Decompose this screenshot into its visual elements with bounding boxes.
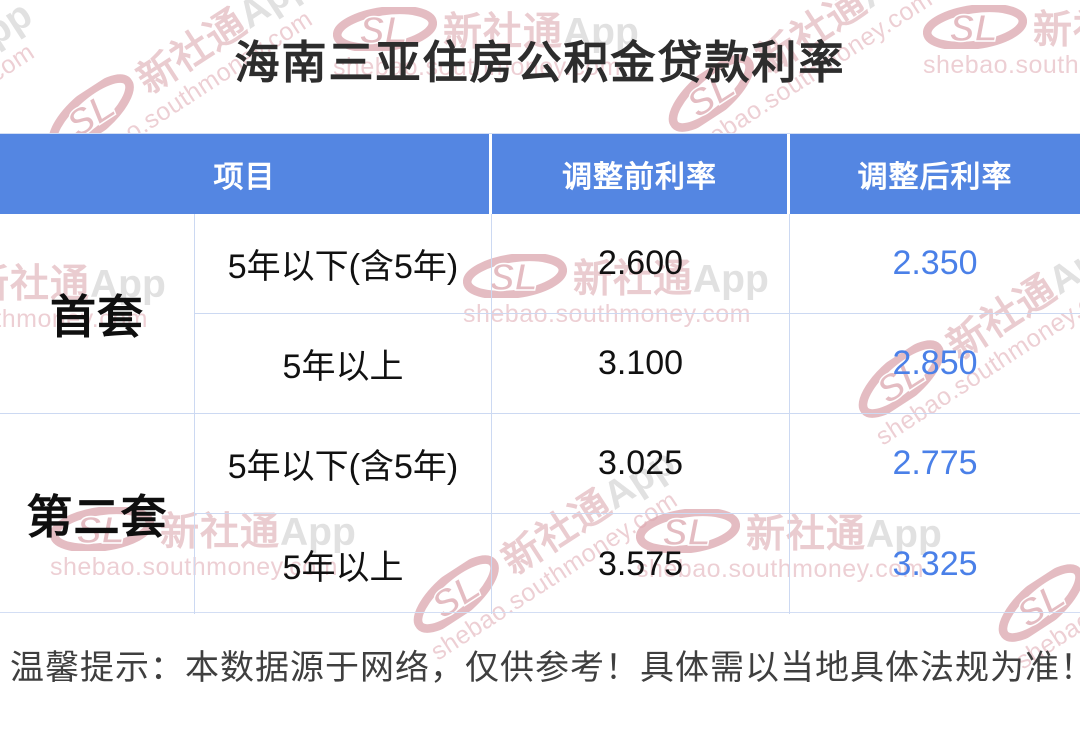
group-name-second-home: 第二套 — [0, 414, 195, 614]
infographic-page: { "title": "海南三亚住房公积金贷款利率", "table": { "… — [0, 0, 1080, 687]
column-header-item: 项目 — [0, 134, 492, 214]
table-cell-before: 2.600 — [492, 214, 790, 314]
table-cell-item: 5年以上 — [195, 314, 492, 414]
column-header-after-rate: 调整后利率 — [790, 134, 1080, 214]
group-name-first-home: 首套 — [0, 214, 195, 414]
table-cell-after: 3.325 — [892, 544, 978, 583]
table-cell-after: 2.775 — [790, 414, 1080, 514]
table-cell-item: 5年以下(含5年) — [195, 414, 492, 514]
table-cell-item: 5年以下(含5年) — [195, 214, 492, 314]
column-header-before-rate: 调整前利率 — [492, 134, 790, 214]
table-cell-item: 5年以上 — [195, 514, 492, 614]
table-cell-before: 3.100 — [492, 314, 790, 414]
table-cell-after: 2.350 — [790, 214, 1080, 314]
table-cell-before: 3.575 — [492, 514, 790, 614]
rate-table: 项目 调整前利率 调整后利率 首套 5年以下(含5年) 2.600 2.350 … — [0, 133, 1080, 614]
table-cell-before: 3.025 — [492, 414, 790, 514]
disclaimer-note: 温馨提示：本数据源于网络，仅供参考！具体需以当地具体法规为准！ — [10, 649, 1080, 687]
page-title: 海南三亚住房公积金贷款利率 — [234, 37, 846, 88]
table-cell-after: 2.850 — [790, 314, 1080, 414]
